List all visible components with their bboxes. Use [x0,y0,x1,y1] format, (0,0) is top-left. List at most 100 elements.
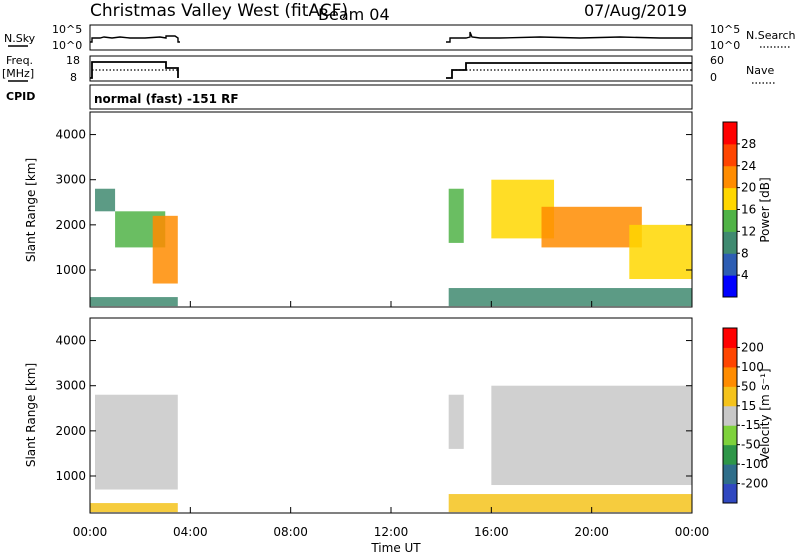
x-tick-label: 04:00 [173,525,208,539]
velocity-y-ticks: 4000 3000 2000 1000 [55,334,692,483]
x-tick-label: 20:00 [574,525,609,539]
nave-tick-bottom: 0 [710,71,717,84]
x-tick-label: 16:00 [474,525,509,539]
freq-tick-top: 18 [66,54,80,67]
freq-unit: [MHz] [2,67,34,80]
nave-label: Nave [746,64,774,77]
colorbar-tick-label: 28 [741,137,756,151]
power-y-axis-label: Slant Range [km] [24,158,38,262]
heatmap-region [152,215,178,284]
y-tick-label: 1000 [55,469,86,483]
colorbar-tick-label: -100 [741,457,768,471]
nsearch-tick-bottom: 10^0 [710,39,740,52]
colorbar-frame [722,327,738,504]
colorbar-tick-label: 200 [741,340,764,354]
power-colorbar-label: Power [dB] [758,177,772,242]
power-heatmap [90,179,692,307]
colorbar-swatch [723,328,737,348]
colorbar-swatch [723,231,737,254]
freq-trace-am [90,61,179,79]
colorbar-tick-label: -200 [741,477,768,491]
cpid-value: normal (fast) -151 RF [94,92,239,106]
heatmap-region [629,224,692,280]
power-colorbar: 28 24 20 16 12 8 4 [722,121,756,298]
cpid-panel: CPID normal (fast) -151 RF [6,84,693,110]
colorbar-swatch [723,122,737,145]
nsky-trace-pm [446,31,692,43]
colorbar-tick-label: 15 [741,399,756,413]
x-tick-label: 12:00 [374,525,409,539]
nsky-tick-bottom: 10^0 [52,39,82,52]
velocity-colorbar: 200 100 50 15 -15 -50 -100 -200 [722,327,768,504]
colorbar-swatch [723,386,737,407]
colorbar-swatch [723,209,737,232]
heatmap-region [95,394,178,490]
colorbar-tick-label: -15 [741,418,761,432]
plot-title: Christmas Valley West (fitACF) [90,1,348,21]
colorbar-swatch [723,253,737,276]
x-tick-label: 00:00 [675,525,710,539]
y-tick-label: 3000 [55,173,86,187]
colorbar-swatch [723,405,737,426]
time-axis: 00:00 04:00 08:00 12:00 16:00 20:00 00:00 [73,301,710,539]
noise-panel: N.Sky 10^5 10^0 10^5 10^0 N.Search [4,23,796,52]
heatmap-region [448,188,464,243]
velocity-panel: 4000 3000 2000 1000 Slant Range [km] 200 100… [24,317,772,514]
colorbar-swatch [723,483,737,504]
colorbar-tick-label: 12 [741,224,756,238]
nsky-tick-top: 10^5 [52,23,82,36]
colorbar-tick-label: 24 [741,159,756,173]
nsearch-label: N.Search [746,29,796,42]
colorbar-tick-label: -50 [741,438,761,452]
cpid-panel-frame [89,84,693,110]
heatmap-region [491,385,692,486]
nsky-label: N.Sky [4,32,36,45]
colorbar-swatch [723,187,737,210]
y-tick-label: 4000 [55,128,86,142]
x-tick-label: 00:00 [73,525,108,539]
freq-panel: Freq. [MHz] 18 8 60 0 Nave [2,54,776,84]
date-label: 07/Aug/2019 [584,1,687,20]
colorbar-tick-label: 50 [741,379,756,393]
power-panel: 4000 3000 2000 1000 Slant Range [km] 28 24 20… [24,111,772,308]
y-tick-label: 1000 [55,263,86,277]
y-tick-label: 2000 [55,424,86,438]
cpid-label: CPID [6,90,35,103]
heatmap-region [90,503,178,513]
nsky-trace-am [90,35,180,43]
heatmap-region [448,288,692,307]
heatmap-region [448,494,692,513]
colorbar-swatch [723,464,737,485]
colorbar-tick-label: 4 [741,268,749,282]
colorbar-swatch [723,366,737,387]
heatmap-region [541,206,642,248]
velocity-heatmap [90,385,692,513]
nave-tick-top: 60 [710,54,724,67]
colorbar-tick-label: 20 [741,181,756,195]
velocity-y-axis-label: Slant Range [km] [24,363,38,467]
colorbar-swatch [723,165,737,189]
colorbar-tick-label: 16 [741,203,756,217]
colorbar-tick-label: 100 [741,360,764,374]
colorbar-swatch [723,425,737,446]
heatmap-region [95,188,116,212]
beam-label: Beam 04 [318,5,390,24]
heatmap-region [90,297,178,307]
colorbar-swatch [723,143,737,167]
power-y-ticks: 4000 3000 2000 1000 [55,128,692,277]
colorbar-tick-label: 8 [741,246,749,260]
freq-label: Freq. [6,54,33,67]
freq-panel-frame [89,55,693,82]
colorbar-swatch [723,347,737,368]
velocity-colorbar-label: Velocity [m s⁻¹] [758,368,772,461]
y-tick-label: 3000 [55,379,86,393]
freq-tick-bottom: 8 [70,71,77,84]
heatmap-region [448,394,464,449]
y-tick-label: 4000 [55,334,86,348]
colorbar-swatch [723,275,737,298]
x-axis-label: Time UT [370,541,421,554]
x-tick-label: 08:00 [273,525,308,539]
nsearch-tick-top: 10^5 [710,23,740,36]
y-tick-label: 2000 [55,218,86,232]
